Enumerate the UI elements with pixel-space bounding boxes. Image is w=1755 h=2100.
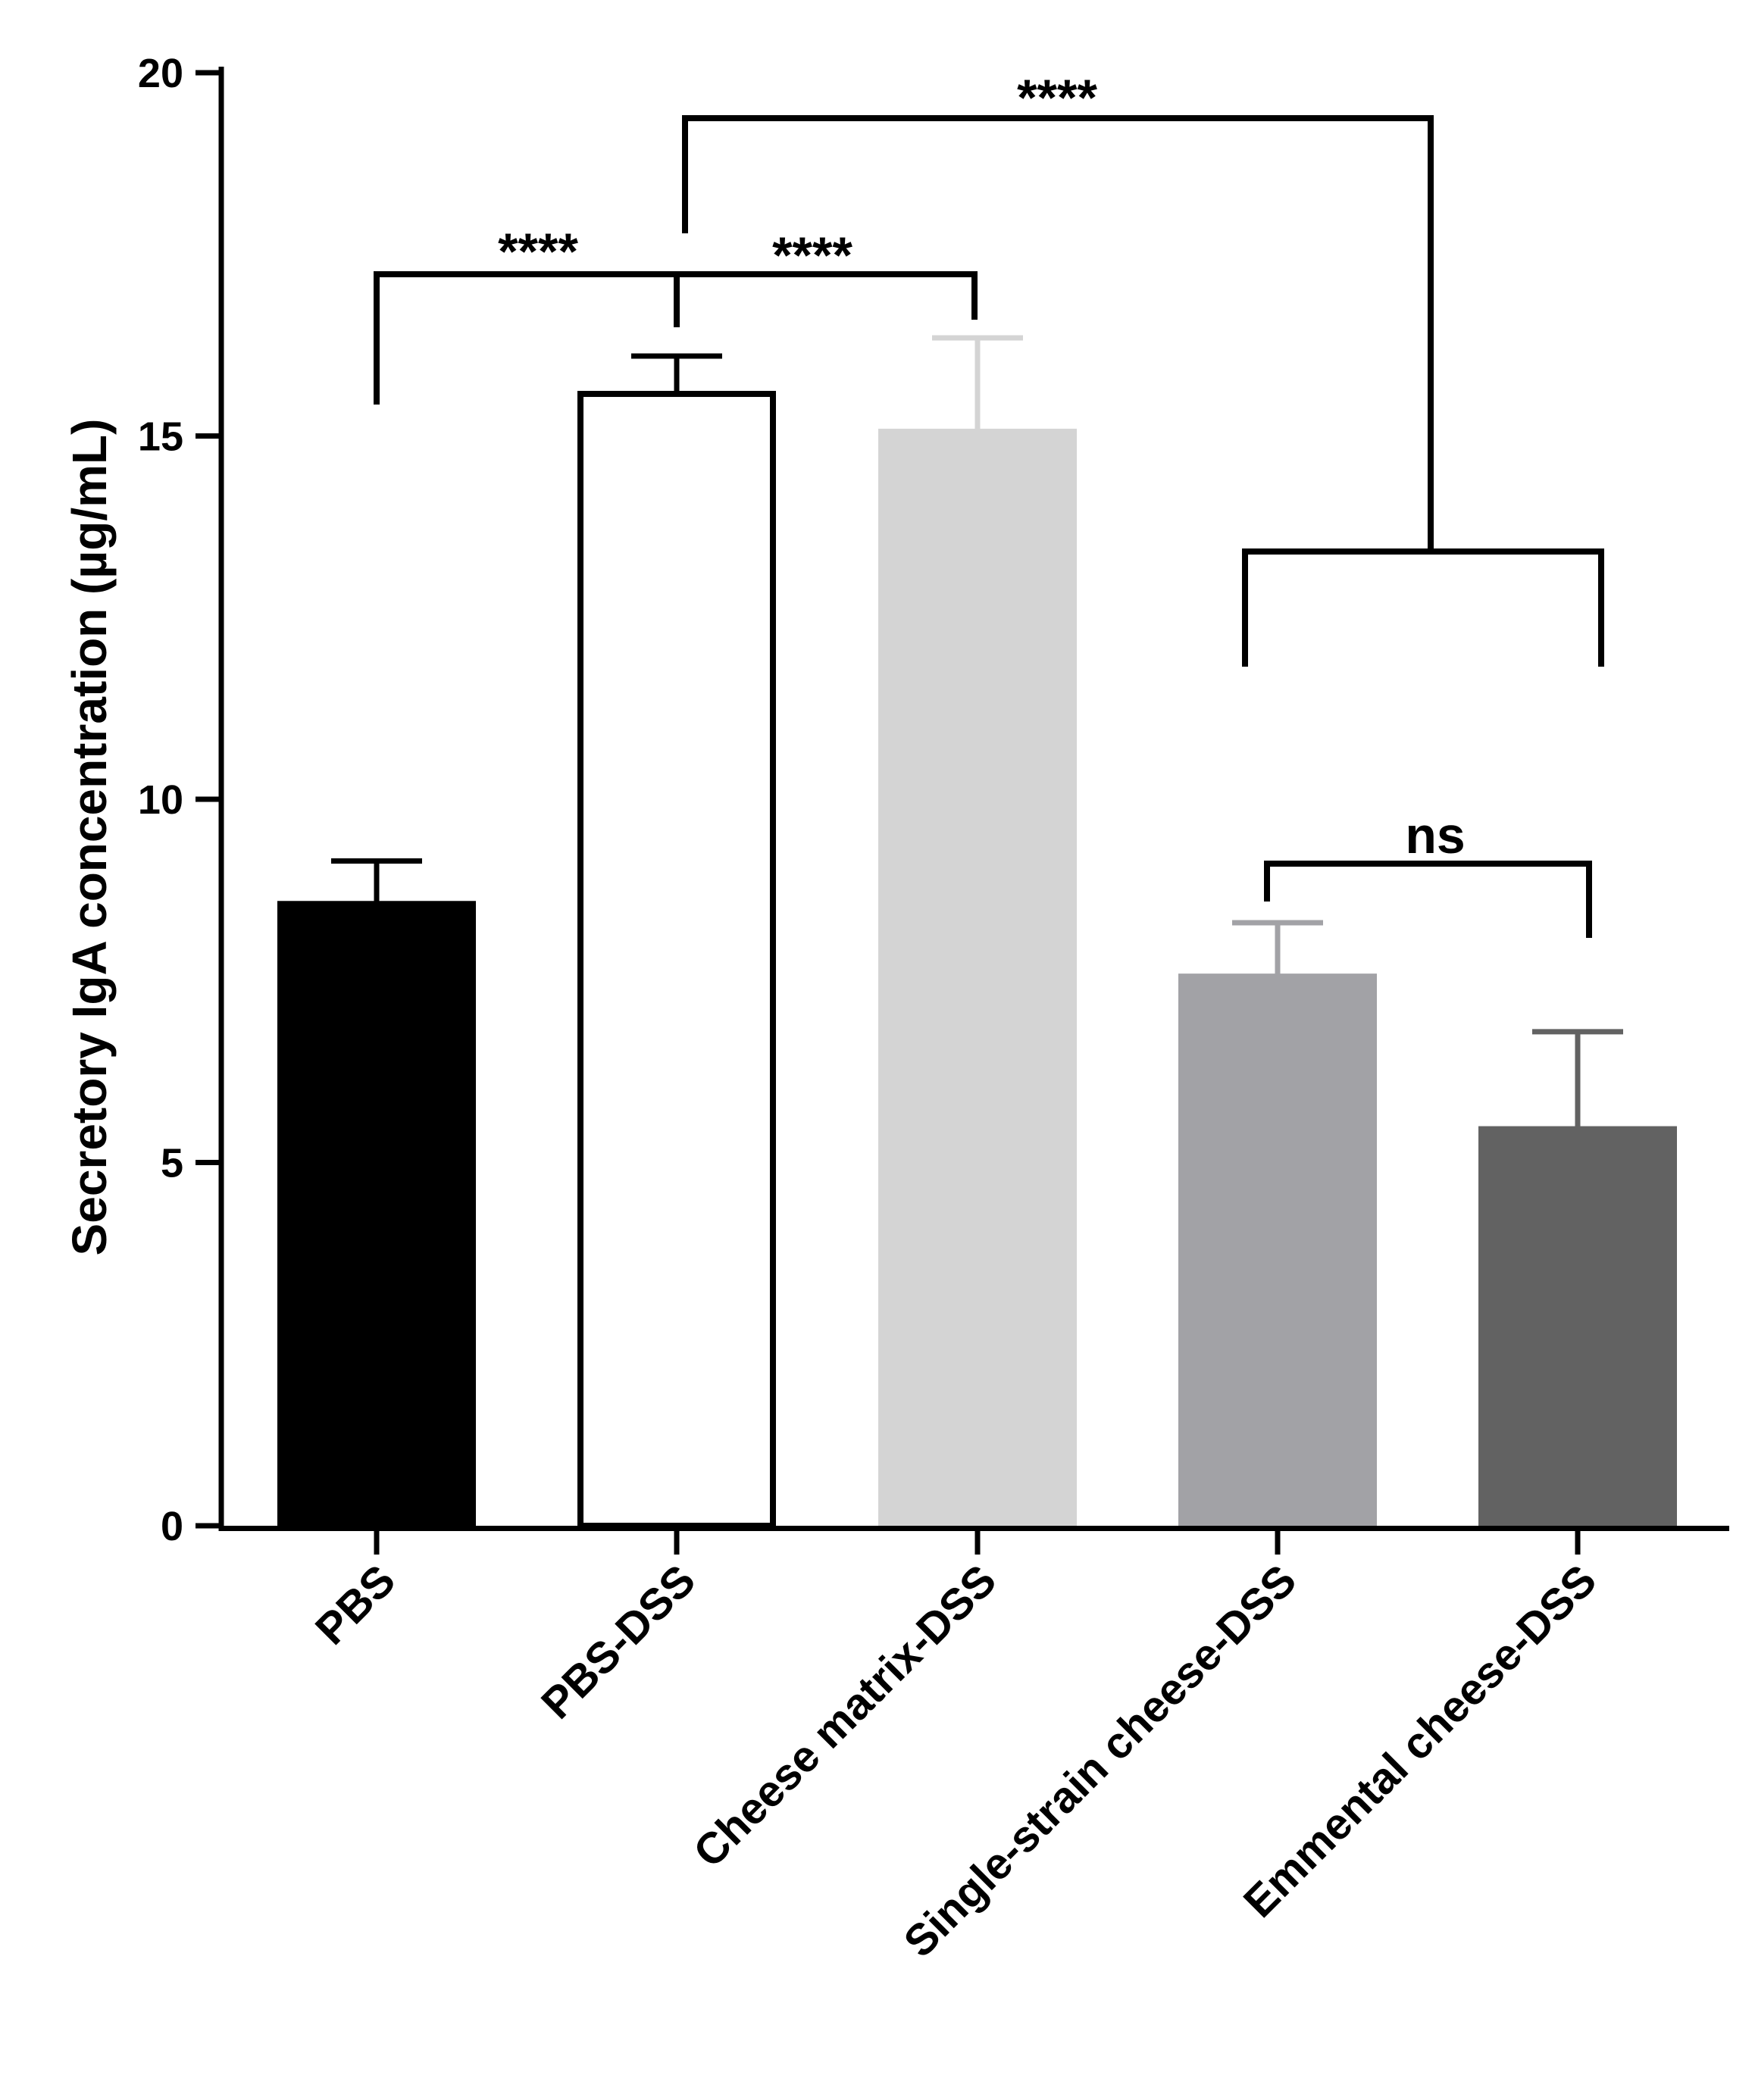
bar-pbs — [277, 901, 476, 1526]
significance-labels: **** **** **** ns — [498, 69, 1466, 864]
significance-brackets — [374, 115, 1604, 938]
bracket-treated-cheeses-group — [1242, 548, 1604, 667]
x-ticks — [374, 1528, 1581, 1555]
bar-single-strain-cheese-dss — [1178, 973, 1377, 1526]
sig-label-pbs-vs-pbs-dss: **** — [498, 223, 578, 280]
sig-label-ns: ns — [1405, 807, 1465, 864]
y-tick-label: 10 — [138, 777, 183, 823]
y-tick-label: 0 — [161, 1504, 183, 1549]
bar-cheese-matrix-dss — [878, 428, 1077, 1527]
error-bars — [331, 335, 1623, 1130]
x-label-pbs: PBS — [306, 1555, 405, 1654]
bracket-pbs-dss-vs-treated-cheeses — [682, 115, 1434, 552]
x-label-cheese-matrix-dss: Cheese matrix-DSS — [684, 1555, 1006, 1877]
y-tick-label: 5 — [161, 1141, 183, 1186]
y-ticks: 0 5 10 15 20 — [138, 51, 221, 1549]
bracket-ns — [1264, 861, 1592, 938]
x-category-labels: PBS PBS-DSS Cheese matrix-DSS Single-str… — [306, 1555, 1606, 1967]
bar-pbs-dss — [577, 390, 776, 1530]
bar-emmental-cheese-dss — [1478, 1126, 1677, 1526]
x-label-emmental-cheese-dss: Emmental cheese-DSS — [1234, 1555, 1606, 1927]
y-tick-label: 15 — [138, 414, 183, 460]
sig-label-pbs-dss-vs-cheese-matrix: **** — [772, 227, 852, 284]
y-tick-label: 20 — [138, 51, 183, 96]
x-label-pbs-dss: PBS-DSS — [532, 1555, 705, 1728]
y-axis-title: Secretory IgA concentration (µg/mL) — [62, 419, 117, 1256]
sig-label-pbs-dss-vs-treated: **** — [1017, 69, 1097, 127]
bars — [277, 390, 1677, 1530]
